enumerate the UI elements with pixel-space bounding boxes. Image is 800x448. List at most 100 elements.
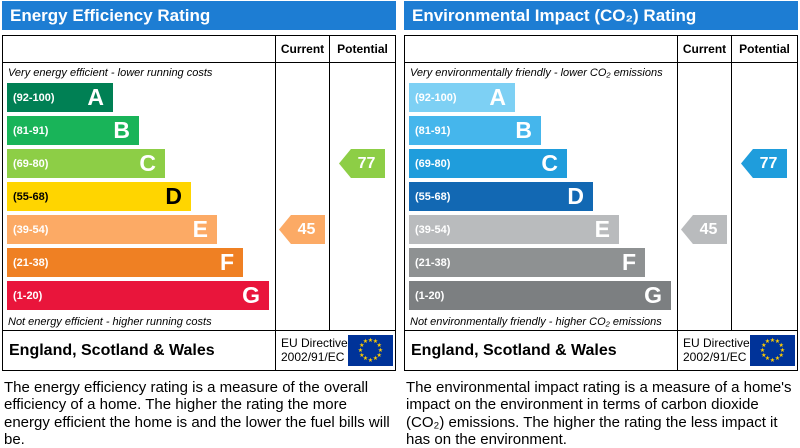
eu-flag-star: ★ bbox=[372, 356, 379, 363]
band-letter: D bbox=[165, 183, 182, 209]
band-bar: (92-100) A bbox=[409, 83, 515, 112]
band-row: (1-20) G bbox=[7, 279, 275, 312]
band-bar: (55-68) D bbox=[409, 182, 593, 211]
eu-flag-star: ★ bbox=[372, 338, 379, 345]
band-letter: B bbox=[113, 117, 130, 143]
band-row: (21-38) F bbox=[7, 246, 275, 279]
column-headers: Current Potential bbox=[3, 36, 395, 63]
band-bar: (69-80) C bbox=[409, 149, 567, 178]
current-column-header: Current bbox=[677, 36, 731, 62]
band-bar: (69-80) C bbox=[7, 149, 165, 178]
top-caption: Very environmentally friendly - lower CO… bbox=[410, 67, 663, 79]
panel-title: Environmental Impact (CO₂) Rating bbox=[404, 1, 798, 30]
band-letter: G bbox=[644, 282, 662, 308]
band-range-label: (69-80) bbox=[415, 157, 451, 170]
eu-flag-star: ★ bbox=[376, 342, 382, 349]
chart-footer: England, Scotland & Wales EU Directive 2… bbox=[3, 330, 395, 370]
eu-flag-star: ★ bbox=[764, 356, 771, 363]
band-letter: C bbox=[139, 150, 156, 176]
bands: (92-100) A (81-91) B (69-80) C (55-68) D… bbox=[3, 81, 275, 312]
band-bar: (1-20) G bbox=[7, 281, 269, 310]
band-bar: (39-54) E bbox=[7, 215, 217, 244]
band-letter: E bbox=[192, 216, 208, 242]
energy-efficiency-panel: Energy Efficiency Rating Current Potenti… bbox=[2, 1, 396, 448]
band-bar: (39-54) E bbox=[409, 215, 619, 244]
band-bar: (21-38) F bbox=[7, 248, 243, 277]
bands-area: Very energy efficient - lower running co… bbox=[3, 63, 275, 330]
eu-flag-star: ★ bbox=[769, 337, 776, 344]
band-letter: E bbox=[594, 216, 610, 242]
band-range-label: (21-38) bbox=[415, 256, 451, 269]
band-bar: (81-91) B bbox=[7, 116, 139, 145]
band-letter: D bbox=[567, 183, 584, 209]
band-range-label: (55-68) bbox=[13, 190, 49, 203]
band-row: (69-80) C bbox=[7, 147, 275, 180]
eu-flag-star: ★ bbox=[778, 342, 784, 349]
eu-flag-star: ★ bbox=[759, 347, 766, 354]
eu-directive-line2: 2002/91/EC bbox=[281, 349, 345, 364]
eu-flag-star: ★ bbox=[357, 347, 364, 354]
current-column-header: Current bbox=[275, 36, 329, 62]
column-headers: Current Potential bbox=[405, 36, 797, 63]
band-bar: (21-38) F bbox=[409, 248, 645, 277]
band-letter: F bbox=[219, 249, 234, 275]
band-bar: (1-20) G bbox=[409, 281, 671, 310]
eu-flag-star: ★ bbox=[376, 352, 382, 359]
top-caption: Very energy efficient - lower running co… bbox=[8, 67, 213, 79]
chart-body: Very environmentally friendly - lower CO… bbox=[405, 63, 797, 330]
band-row: (92-100) A bbox=[409, 81, 677, 114]
band-row: (21-38) F bbox=[409, 246, 677, 279]
chart-footer: England, Scotland & Wales EU Directive 2… bbox=[405, 330, 797, 370]
potential-column-header: Potential bbox=[329, 36, 395, 62]
environmental-impact-panel: Environmental Impact (CO₂) Rating Curren… bbox=[404, 1, 798, 448]
band-range-label: (39-54) bbox=[415, 223, 451, 236]
eu-flag-star: ★ bbox=[761, 342, 767, 349]
band-range-label: (92-100) bbox=[415, 91, 457, 104]
rating-chart: Current Potential Very energy efficient … bbox=[2, 35, 396, 371]
eu-directive-label: EU Directive 2002/91/EC bbox=[678, 335, 750, 365]
band-row: (39-54) E bbox=[409, 213, 677, 246]
band-range-label: (39-54) bbox=[13, 223, 49, 236]
eu-directive-label: EU Directive 2002/91/EC bbox=[276, 336, 348, 365]
band-row: (39-54) E bbox=[7, 213, 275, 246]
eu-flag-star: ★ bbox=[367, 357, 374, 364]
eu-flag-star: ★ bbox=[359, 352, 365, 359]
band-range-label: (1-20) bbox=[415, 289, 445, 302]
description-text: The energy efficiency rating is a measur… bbox=[4, 379, 390, 448]
eu-directive-line1: EU Directive bbox=[683, 335, 750, 350]
band-row: (55-68) D bbox=[409, 180, 677, 213]
potential-column-header: Potential bbox=[731, 36, 797, 62]
band-row: (81-91) B bbox=[7, 114, 275, 147]
eu-flag-star: ★ bbox=[377, 347, 384, 354]
bands: (92-100) A (81-91) B (69-80) C (55-68) D… bbox=[405, 81, 677, 312]
eu-flag-star: ★ bbox=[761, 352, 767, 359]
band-range-label: (92-100) bbox=[13, 91, 55, 104]
band-row: (81-91) B bbox=[409, 114, 677, 147]
band-range-label: (69-80) bbox=[13, 157, 49, 170]
band-range-label: (55-68) bbox=[415, 190, 451, 203]
region-label: England, Scotland & Wales bbox=[3, 331, 276, 370]
band-bar: (55-68) D bbox=[7, 182, 191, 211]
region-label: England, Scotland & Wales bbox=[405, 331, 678, 370]
bottom-caption: Not environmentally friendly - higher CO… bbox=[410, 316, 662, 328]
bottom-caption: Not energy efficient - higher running co… bbox=[8, 316, 212, 328]
band-row: (55-68) D bbox=[7, 180, 275, 213]
band-bar: (92-100) A bbox=[7, 83, 113, 112]
band-range-label: (1-20) bbox=[13, 289, 43, 302]
eu-flag-star: ★ bbox=[367, 337, 374, 344]
bands-area: Very environmentally friendly - lower CO… bbox=[405, 63, 677, 330]
potential-column bbox=[329, 63, 395, 330]
band-letter: A bbox=[489, 84, 506, 110]
band-range-label: (81-91) bbox=[13, 124, 49, 137]
band-row: (69-80) C bbox=[409, 147, 677, 180]
eu-flag-star: ★ bbox=[774, 356, 781, 363]
panel-title: Energy Efficiency Rating bbox=[2, 1, 396, 30]
current-column bbox=[677, 63, 731, 330]
eu-flag-star: ★ bbox=[779, 347, 786, 354]
chart-body: Very energy efficient - lower running co… bbox=[3, 63, 395, 330]
potential-column bbox=[731, 63, 797, 330]
eu-flag-star: ★ bbox=[774, 338, 781, 345]
description-text: The environmental impact rating is a mea… bbox=[406, 379, 792, 448]
band-letter: C bbox=[541, 150, 558, 176]
